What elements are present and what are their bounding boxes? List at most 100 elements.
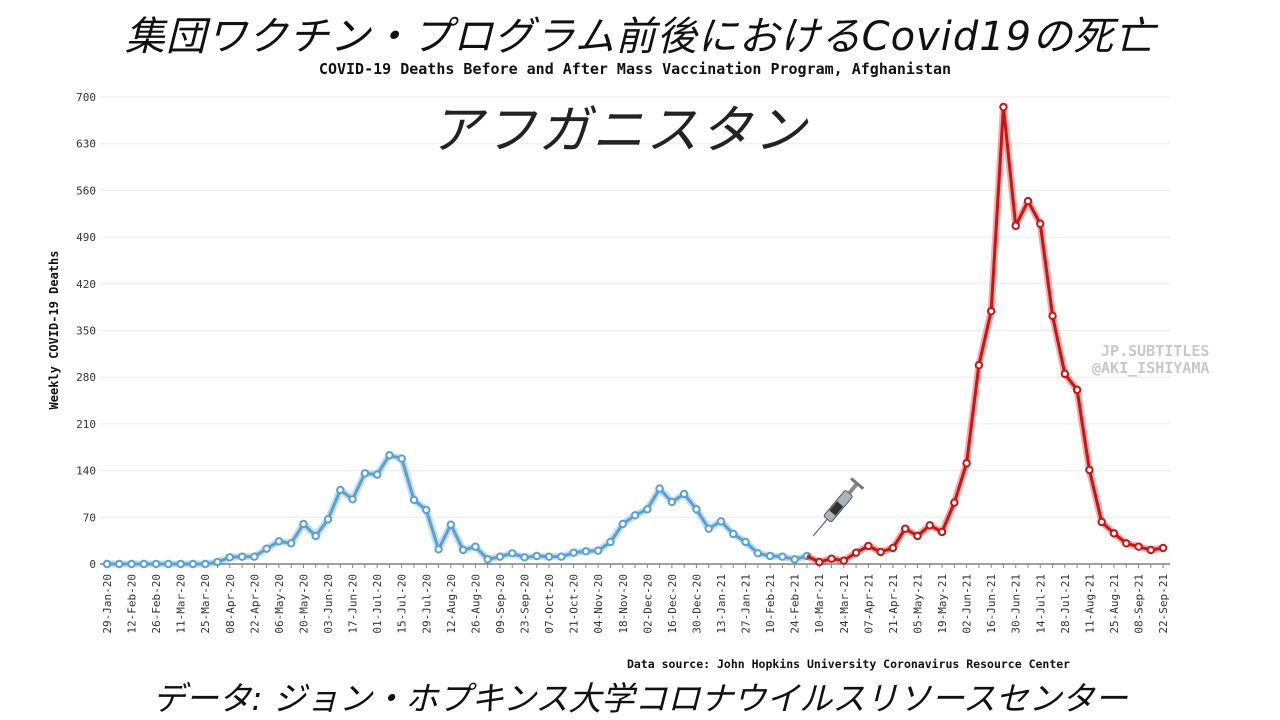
syringe-icon	[812, 477, 865, 537]
data-point	[299, 519, 308, 529]
x-tick-label: 08-Apr-20	[224, 574, 237, 634]
japanese-data-source: データ: ジョン・ホプキンス大学コロナウイルスリソースセンター	[152, 679, 1128, 718]
data-point	[913, 531, 922, 541]
data-source-note: Data source: John Hopkins University Cor…	[627, 657, 1071, 671]
x-tick-label: 03-Jun-20	[322, 574, 335, 634]
series-before-vaccination	[102, 451, 812, 569]
series-line	[806, 105, 1164, 564]
x-tick-label: 28-Jul-21	[1059, 574, 1072, 634]
data-point	[1048, 311, 1057, 321]
watermark-line-1: JP.SUBTITLES	[1101, 342, 1210, 360]
x-tick-label: 02-Dec-20	[641, 574, 654, 634]
data-point	[679, 489, 689, 499]
data-point	[422, 505, 431, 515]
data-point	[704, 524, 713, 533]
data-point	[618, 519, 627, 529]
data-point	[508, 549, 517, 558]
data-point	[667, 497, 677, 507]
y-tick-label: 210	[76, 418, 96, 431]
data-point	[1060, 369, 1070, 379]
x-tick-label: 06-May-20	[273, 574, 286, 634]
data-point	[876, 547, 885, 557]
x-tick-label: 12-Feb-20	[126, 574, 139, 634]
data-point	[237, 552, 247, 561]
series-glow	[107, 451, 808, 568]
x-tick-label: 27-Jan-21	[740, 574, 753, 634]
data-point	[925, 521, 934, 530]
data-point	[274, 537, 284, 546]
x-tick-label: 11-Mar-20	[175, 574, 188, 634]
data-point	[385, 451, 394, 460]
data-point	[1023, 196, 1033, 206]
x-tick-label: 12-Aug-20	[445, 574, 458, 634]
data-point	[446, 520, 456, 529]
data-point	[348, 495, 357, 504]
country-title-japanese: アフガニスタン	[430, 101, 809, 161]
x-tick-label: 05-May-21	[911, 574, 924, 634]
x-tick-label: 01-Jul-20	[371, 574, 384, 634]
data-point	[372, 470, 382, 479]
data-point	[765, 551, 775, 561]
data-point	[655, 484, 664, 493]
x-tick-label: 20-May-20	[297, 574, 310, 634]
data-point	[201, 559, 210, 569]
x-tick-label: 22-Apr-20	[248, 574, 261, 634]
data-point	[287, 539, 296, 548]
y-tick-label: 420	[76, 278, 96, 291]
x-tick-label: 21-Apr-21	[887, 574, 900, 634]
data-point	[692, 505, 701, 514]
data-point	[729, 529, 738, 539]
data-point	[164, 559, 173, 569]
y-axis-ticks: 0 70 140 210 280 350 420 490 560 630 700	[76, 91, 96, 571]
data-point	[115, 559, 124, 569]
data-point	[1036, 219, 1045, 228]
data-point	[458, 545, 468, 555]
x-tick-label: 14-Jul-21	[1034, 574, 1047, 634]
data-point	[544, 552, 554, 561]
x-tick-label: 10-Feb-21	[764, 574, 777, 634]
data-point	[827, 554, 836, 563]
x-tick-label: 07-Apr-21	[862, 574, 875, 634]
data-point	[569, 548, 578, 557]
data-point	[950, 498, 959, 507]
data-point	[262, 544, 271, 553]
data-point	[1072, 385, 1082, 395]
data-point	[716, 517, 726, 526]
data-point	[851, 548, 861, 557]
x-tick-label: 11-Aug-21	[1083, 574, 1096, 634]
x-tick-label: 13-Jan-21	[715, 574, 728, 634]
data-point	[139, 559, 149, 569]
data-point	[606, 537, 615, 547]
y-tick-label: 70	[83, 511, 96, 524]
data-point	[1109, 529, 1119, 538]
data-point	[336, 485, 345, 495]
data-point	[1085, 465, 1094, 475]
data-point	[1011, 221, 1020, 230]
x-tick-label: 07-Oct-20	[543, 574, 556, 634]
chart-title: COVID-19 Deaths Before and After Mass Va…	[318, 60, 952, 78]
x-tick-label: 23-Sep-20	[519, 574, 532, 634]
data-point	[127, 559, 136, 569]
data-point	[937, 527, 947, 537]
x-tick-label: 15-Jul-20	[396, 574, 409, 634]
y-tick-label: 350	[76, 325, 96, 338]
x-tick-label: 29-Jul-20	[420, 574, 433, 634]
x-tick-label: 25-Aug-21	[1108, 574, 1121, 634]
data-point	[901, 524, 910, 533]
y-tick-label: 700	[76, 91, 96, 104]
data-point	[753, 549, 763, 558]
data-point	[1134, 542, 1143, 551]
watermark-line-2: @AKI_ISHIYAMA	[1092, 359, 1210, 377]
x-tick-label: 16-Jun-21	[985, 574, 998, 634]
x-tick-label: 16-Dec-20	[666, 574, 679, 634]
data-point	[778, 552, 787, 561]
series-lines	[102, 102, 1168, 569]
x-tick-label: 19-May-21	[936, 574, 949, 634]
x-tick-label: 30-Dec-20	[690, 574, 703, 634]
data-point	[888, 543, 898, 553]
data-point	[323, 515, 333, 524]
x-tick-label: 04-Nov-20	[592, 574, 605, 634]
data-point	[225, 553, 235, 562]
x-tick-label: 30-Jun-21	[1010, 574, 1023, 634]
